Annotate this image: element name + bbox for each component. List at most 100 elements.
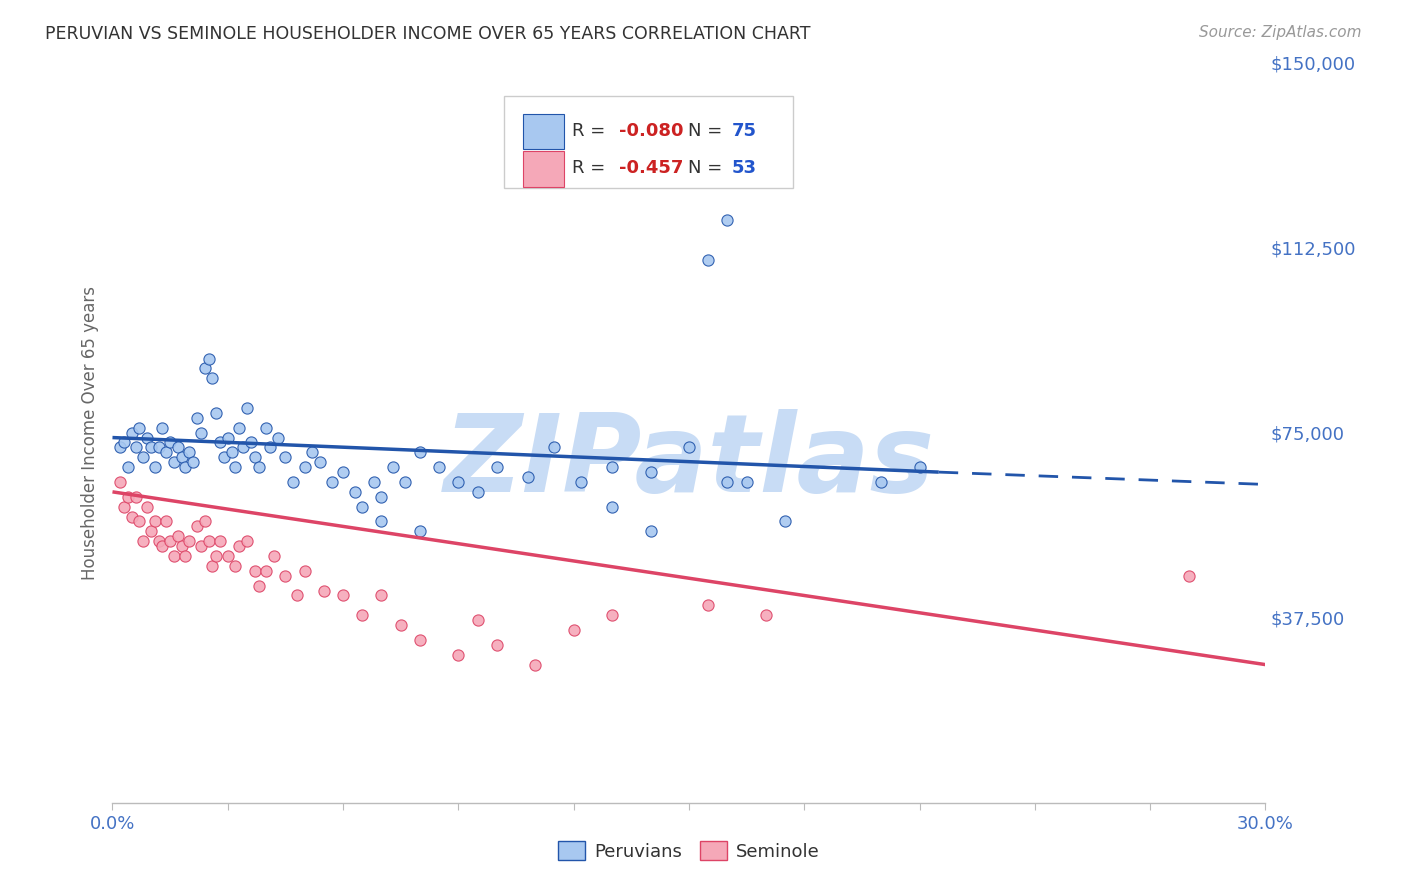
Point xyxy=(108,441,131,455)
Point xyxy=(143,460,166,475)
Point xyxy=(179,445,201,459)
Point xyxy=(312,583,335,598)
Point xyxy=(139,441,162,455)
Point xyxy=(239,435,262,450)
Point xyxy=(148,534,170,549)
Point xyxy=(247,460,270,475)
Point xyxy=(174,549,197,563)
Point xyxy=(600,500,623,514)
Point xyxy=(121,509,143,524)
Point xyxy=(124,490,146,504)
Point xyxy=(170,539,193,553)
Point xyxy=(382,460,405,475)
Point xyxy=(190,425,212,440)
Point xyxy=(194,515,217,529)
Point xyxy=(870,475,893,489)
Point xyxy=(170,450,193,465)
Point xyxy=(224,460,246,475)
Text: Source: ZipAtlas.com: Source: ZipAtlas.com xyxy=(1198,25,1361,40)
Point xyxy=(212,450,235,465)
Point xyxy=(236,534,259,549)
Point xyxy=(128,420,150,434)
Point xyxy=(121,425,143,440)
Point xyxy=(274,568,297,582)
Point xyxy=(108,475,131,489)
Point xyxy=(697,252,720,267)
Point xyxy=(254,564,277,578)
Point xyxy=(194,361,217,376)
Point xyxy=(427,460,450,475)
Point xyxy=(343,484,366,499)
Point xyxy=(352,500,374,514)
Point xyxy=(363,475,385,489)
Point xyxy=(600,608,623,623)
Point xyxy=(152,420,174,434)
Point xyxy=(128,515,150,529)
Point xyxy=(136,500,159,514)
FancyBboxPatch shape xyxy=(523,113,564,149)
Point xyxy=(228,539,250,553)
Point xyxy=(467,613,489,627)
Point xyxy=(228,420,250,434)
Point xyxy=(274,450,297,465)
Point xyxy=(263,549,285,563)
Y-axis label: Householder Income Over 65 years: Householder Income Over 65 years xyxy=(80,285,98,580)
Point xyxy=(569,475,592,489)
Point xyxy=(143,515,166,529)
Legend: Peruvians, Seminole: Peruvians, Seminole xyxy=(551,834,827,868)
Point xyxy=(409,524,432,539)
Point xyxy=(243,564,266,578)
Point xyxy=(735,475,758,489)
Point xyxy=(773,154,796,169)
Point xyxy=(321,475,343,489)
Point xyxy=(294,564,316,578)
Point xyxy=(155,445,177,459)
Point xyxy=(447,475,470,489)
Point xyxy=(201,558,224,573)
Point xyxy=(516,470,538,484)
Point xyxy=(221,445,243,459)
Point xyxy=(773,515,796,529)
Point xyxy=(205,549,228,563)
Text: ZIPatlas: ZIPatlas xyxy=(443,409,935,516)
Point xyxy=(755,608,778,623)
Point xyxy=(485,460,508,475)
Text: R =: R = xyxy=(572,121,612,139)
Point xyxy=(332,465,354,479)
Point xyxy=(232,441,254,455)
Point xyxy=(409,632,432,647)
Point xyxy=(181,455,204,469)
Point xyxy=(352,608,374,623)
Point xyxy=(640,465,662,479)
Text: N =: N = xyxy=(688,160,728,178)
Point xyxy=(159,435,181,450)
Point xyxy=(174,460,197,475)
Point xyxy=(409,445,432,459)
Point xyxy=(259,441,281,455)
Point xyxy=(281,475,304,489)
Point xyxy=(201,371,224,385)
Point xyxy=(267,431,290,445)
Point xyxy=(447,648,470,662)
Point xyxy=(209,435,232,450)
Point xyxy=(112,500,135,514)
Point xyxy=(186,410,208,425)
Text: PERUVIAN VS SEMINOLE HOUSEHOLDER INCOME OVER 65 YEARS CORRELATION CHART: PERUVIAN VS SEMINOLE HOUSEHOLDER INCOME … xyxy=(45,25,810,43)
Point xyxy=(166,529,188,543)
Point xyxy=(716,213,738,227)
Point xyxy=(139,524,162,539)
Point xyxy=(908,460,931,475)
Text: 75: 75 xyxy=(731,121,756,139)
Point xyxy=(124,441,146,455)
Point xyxy=(163,549,186,563)
Point xyxy=(236,401,259,415)
Point xyxy=(332,589,354,603)
Text: R =: R = xyxy=(572,160,612,178)
Point xyxy=(524,657,547,672)
Point xyxy=(159,534,181,549)
Point xyxy=(117,460,139,475)
Point xyxy=(285,589,308,603)
Point xyxy=(247,579,270,593)
Point xyxy=(209,534,232,549)
Point xyxy=(309,455,332,469)
